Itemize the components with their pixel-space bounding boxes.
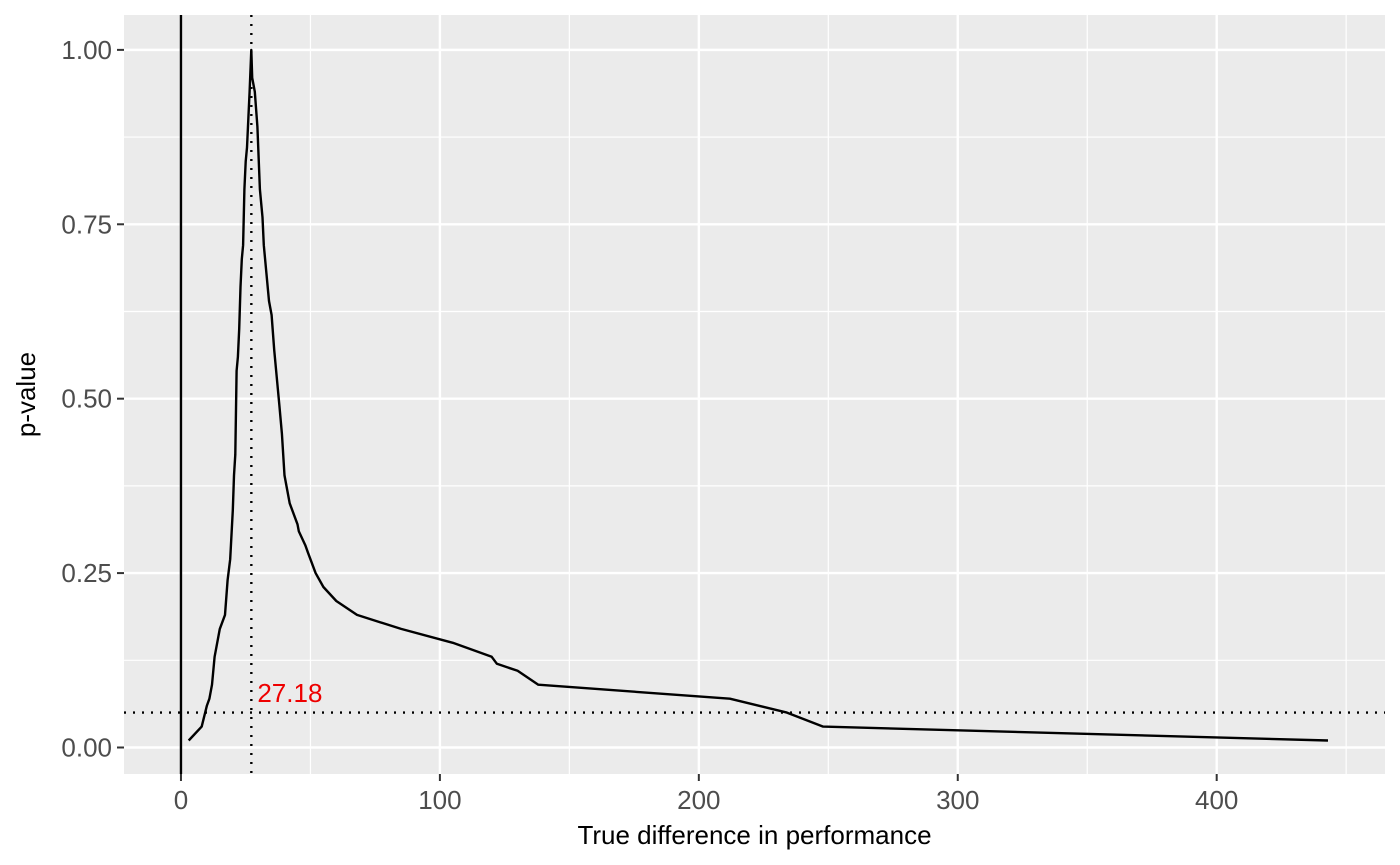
y-tick-label: 0.25 [61,558,112,588]
p-value-curve [187,48,1329,742]
y-tick-label: 1.00 [61,35,112,65]
x-axis: 0 100 200 300 400 [174,774,1238,815]
y-axis-title: p-value [11,352,41,437]
x-tick-label: 400 [1195,785,1238,815]
y-tick-label: 0.00 [61,732,112,762]
x-tick-label: 300 [936,785,979,815]
x-tick-label: 200 [677,785,720,815]
estimate-annotation: 27.18 [257,678,322,708]
minor-gridlines [124,15,1385,774]
y-axis: 0.00 0.25 0.50 0.75 1.00 [61,35,124,762]
reference-lines [124,15,1385,774]
series-layer [187,48,1329,742]
y-tick-label: 0.75 [61,209,112,239]
y-tick-label: 0.50 [61,384,112,414]
x-tick-label: 0 [174,785,188,815]
plot-panel [124,15,1385,774]
x-axis-title: True difference in performance [577,820,931,850]
annotation-layer: 27.18 [257,678,322,708]
x-tick-label: 100 [418,785,461,815]
